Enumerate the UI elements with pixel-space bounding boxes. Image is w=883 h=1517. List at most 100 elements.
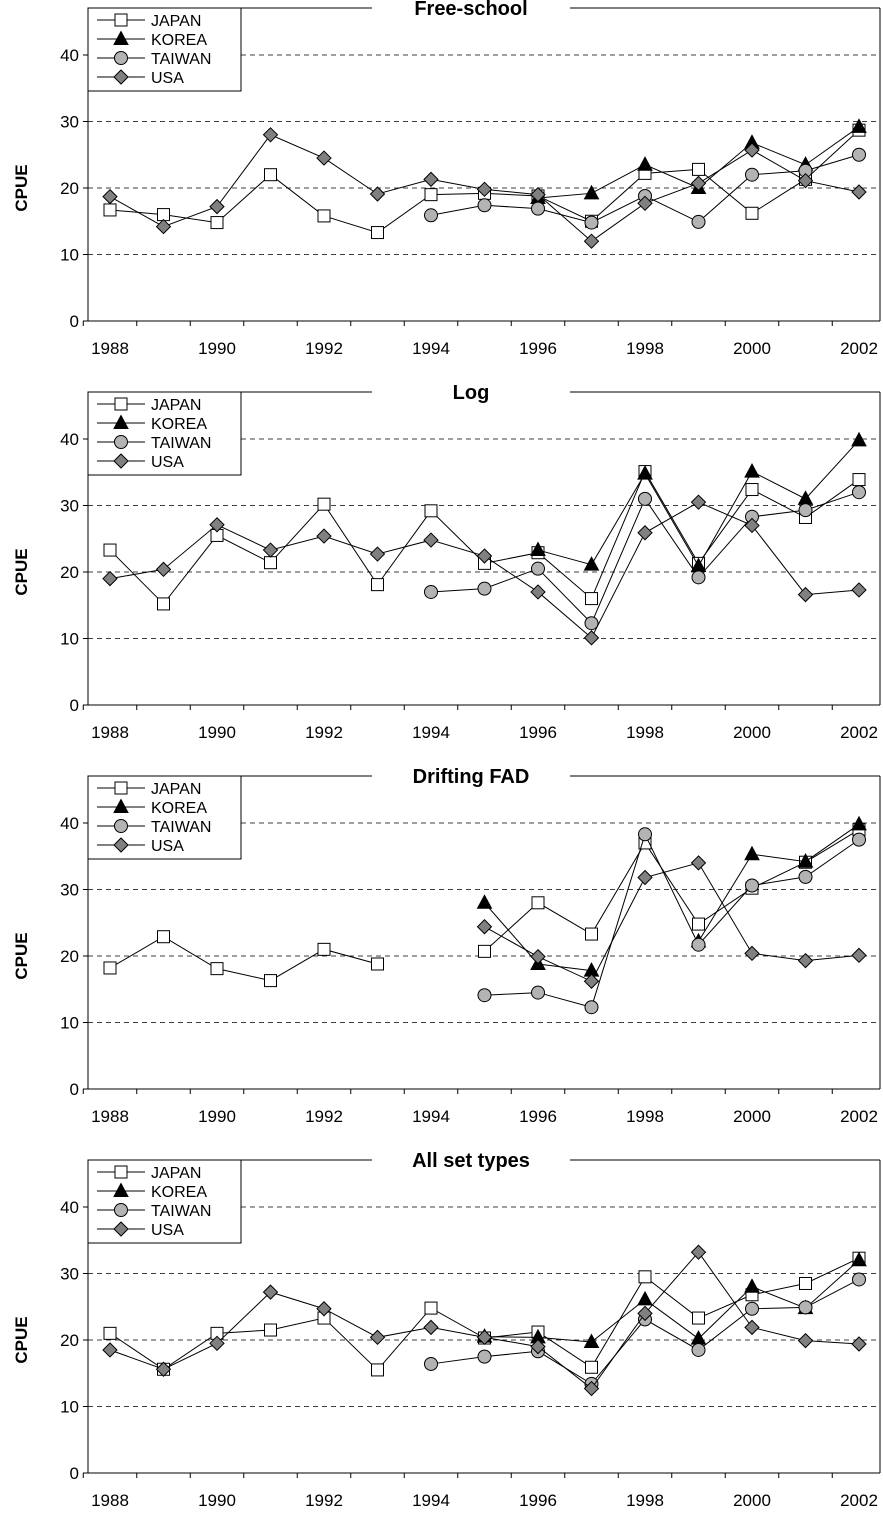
data-point-marker [477, 581, 492, 596]
data-point-marker [744, 1278, 760, 1293]
x-tick-label: 1990 [198, 723, 236, 742]
data-point-marker [103, 543, 117, 557]
data-point-marker [530, 1338, 546, 1355]
series-usa [102, 494, 867, 646]
data-point-marker [424, 504, 438, 518]
data-point-marker [692, 1311, 705, 1325]
data-point-marker [155, 1361, 172, 1377]
x-tick-label: 1992 [305, 1491, 343, 1510]
data-point-marker [478, 944, 491, 958]
data-point-marker [476, 181, 493, 198]
data-point-marker [851, 431, 867, 447]
data-point-marker [744, 463, 760, 478]
data-point-marker [103, 1326, 117, 1340]
y-tick-label: 20 [60, 1331, 79, 1350]
data-point-marker [531, 985, 545, 1000]
x-tick-label: 1996 [519, 723, 557, 742]
data-point-marker [638, 1270, 652, 1284]
data-point-marker [637, 465, 653, 480]
y-tick-label: 0 [70, 1080, 79, 1099]
data-point-marker [690, 1330, 707, 1345]
data-point-marker [691, 1342, 706, 1357]
data-point-marker [477, 198, 492, 213]
data-point-marker [797, 952, 814, 969]
y-tick-label: 40 [60, 814, 79, 833]
legend-marker [113, 453, 129, 469]
data-point-marker [424, 188, 438, 202]
series-line [484, 832, 860, 1008]
x-tick-label: 2000 [733, 1107, 771, 1126]
data-point-marker [157, 597, 170, 611]
chart-title: Drifting FAD [413, 766, 530, 788]
legend-marker [113, 798, 129, 813]
data-point-marker [155, 561, 172, 578]
chart-panel-4: 0 10 20 30 40 1988 1990 1992 1994 1996 1998 2000 200… [12, 1150, 881, 1510]
legend-marker [113, 837, 129, 853]
data-point-marker [690, 175, 707, 192]
x-tick-label: 1998 [626, 1107, 664, 1126]
data-point-marker [851, 1251, 867, 1267]
data-point-marker [584, 616, 599, 631]
legend: JAPAN KOREA TAIWAN USA [87, 1159, 242, 1244]
chart-title: All set types [412, 1150, 530, 1172]
series-line [698, 823, 860, 942]
data-point-marker [851, 582, 867, 598]
data-point-marker [531, 561, 545, 576]
data-point-marker [583, 1333, 600, 1348]
data-point-marker [477, 988, 492, 1003]
x-tick-label: 1988 [91, 339, 129, 358]
y-tick-label: 10 [60, 246, 79, 265]
series-line [109, 936, 378, 982]
data-point-marker [852, 485, 866, 500]
data-point-marker [852, 473, 866, 487]
legend-marker [114, 397, 128, 411]
x-tick-label: 1996 [519, 339, 557, 358]
data-point-marker [210, 962, 224, 976]
x-tick-label: 2000 [733, 723, 771, 742]
data-point-marker [744, 142, 760, 158]
x-tick-label: 1994 [412, 339, 450, 358]
data-point-marker [585, 927, 598, 941]
data-point-marker [583, 1380, 600, 1397]
chart-panel-1: 0 10 20 30 40 1988 1990 1992 1994 1996 1998 2000 200… [12, 0, 881, 358]
data-point-marker [744, 845, 760, 861]
legend-marker [113, 414, 129, 429]
data-point-marker [209, 1335, 225, 1352]
x-tick-label: 1998 [626, 1491, 664, 1510]
data-point-marker [851, 184, 867, 200]
y-tick-label: 30 [60, 881, 79, 900]
y-tick-label: 40 [60, 1198, 79, 1217]
data-point-marker [157, 208, 170, 222]
series-line [484, 862, 860, 982]
data-point-marker [476, 919, 493, 935]
x-tick-label: 1998 [626, 339, 664, 358]
series-taiwan [477, 827, 866, 1015]
data-point-marker [744, 517, 760, 534]
data-point-marker [745, 167, 759, 182]
y-axis-label: CPUE [12, 548, 31, 595]
data-point-marker [637, 195, 653, 212]
chart-title: Free-school [414, 0, 527, 20]
data-point-marker [691, 214, 706, 229]
legend-label: TAIWAN [151, 435, 211, 452]
legend-marker [114, 13, 128, 27]
y-axis-label: CPUE [12, 932, 31, 979]
legend-label: KOREA [151, 1184, 207, 1201]
data-point-marker [852, 832, 866, 847]
data-point-marker [583, 556, 600, 571]
data-point-marker [798, 503, 813, 518]
data-point-marker [585, 1360, 598, 1374]
y-tick-label: 30 [60, 113, 79, 132]
legend-label: USA [151, 454, 184, 471]
x-tick-label: 2002 [840, 1491, 878, 1510]
data-point-marker [744, 1319, 760, 1336]
legend: JAPAN KOREA TAIWAN USA [87, 7, 242, 92]
data-point-marker [155, 218, 172, 235]
legend-label: USA [151, 838, 184, 855]
data-point-marker [317, 497, 331, 511]
data-point-marker [799, 1276, 812, 1290]
legend-marker [114, 1165, 128, 1179]
legend-label: KOREA [151, 800, 207, 817]
data-point-marker [476, 548, 493, 564]
data-point-marker [852, 1272, 866, 1287]
